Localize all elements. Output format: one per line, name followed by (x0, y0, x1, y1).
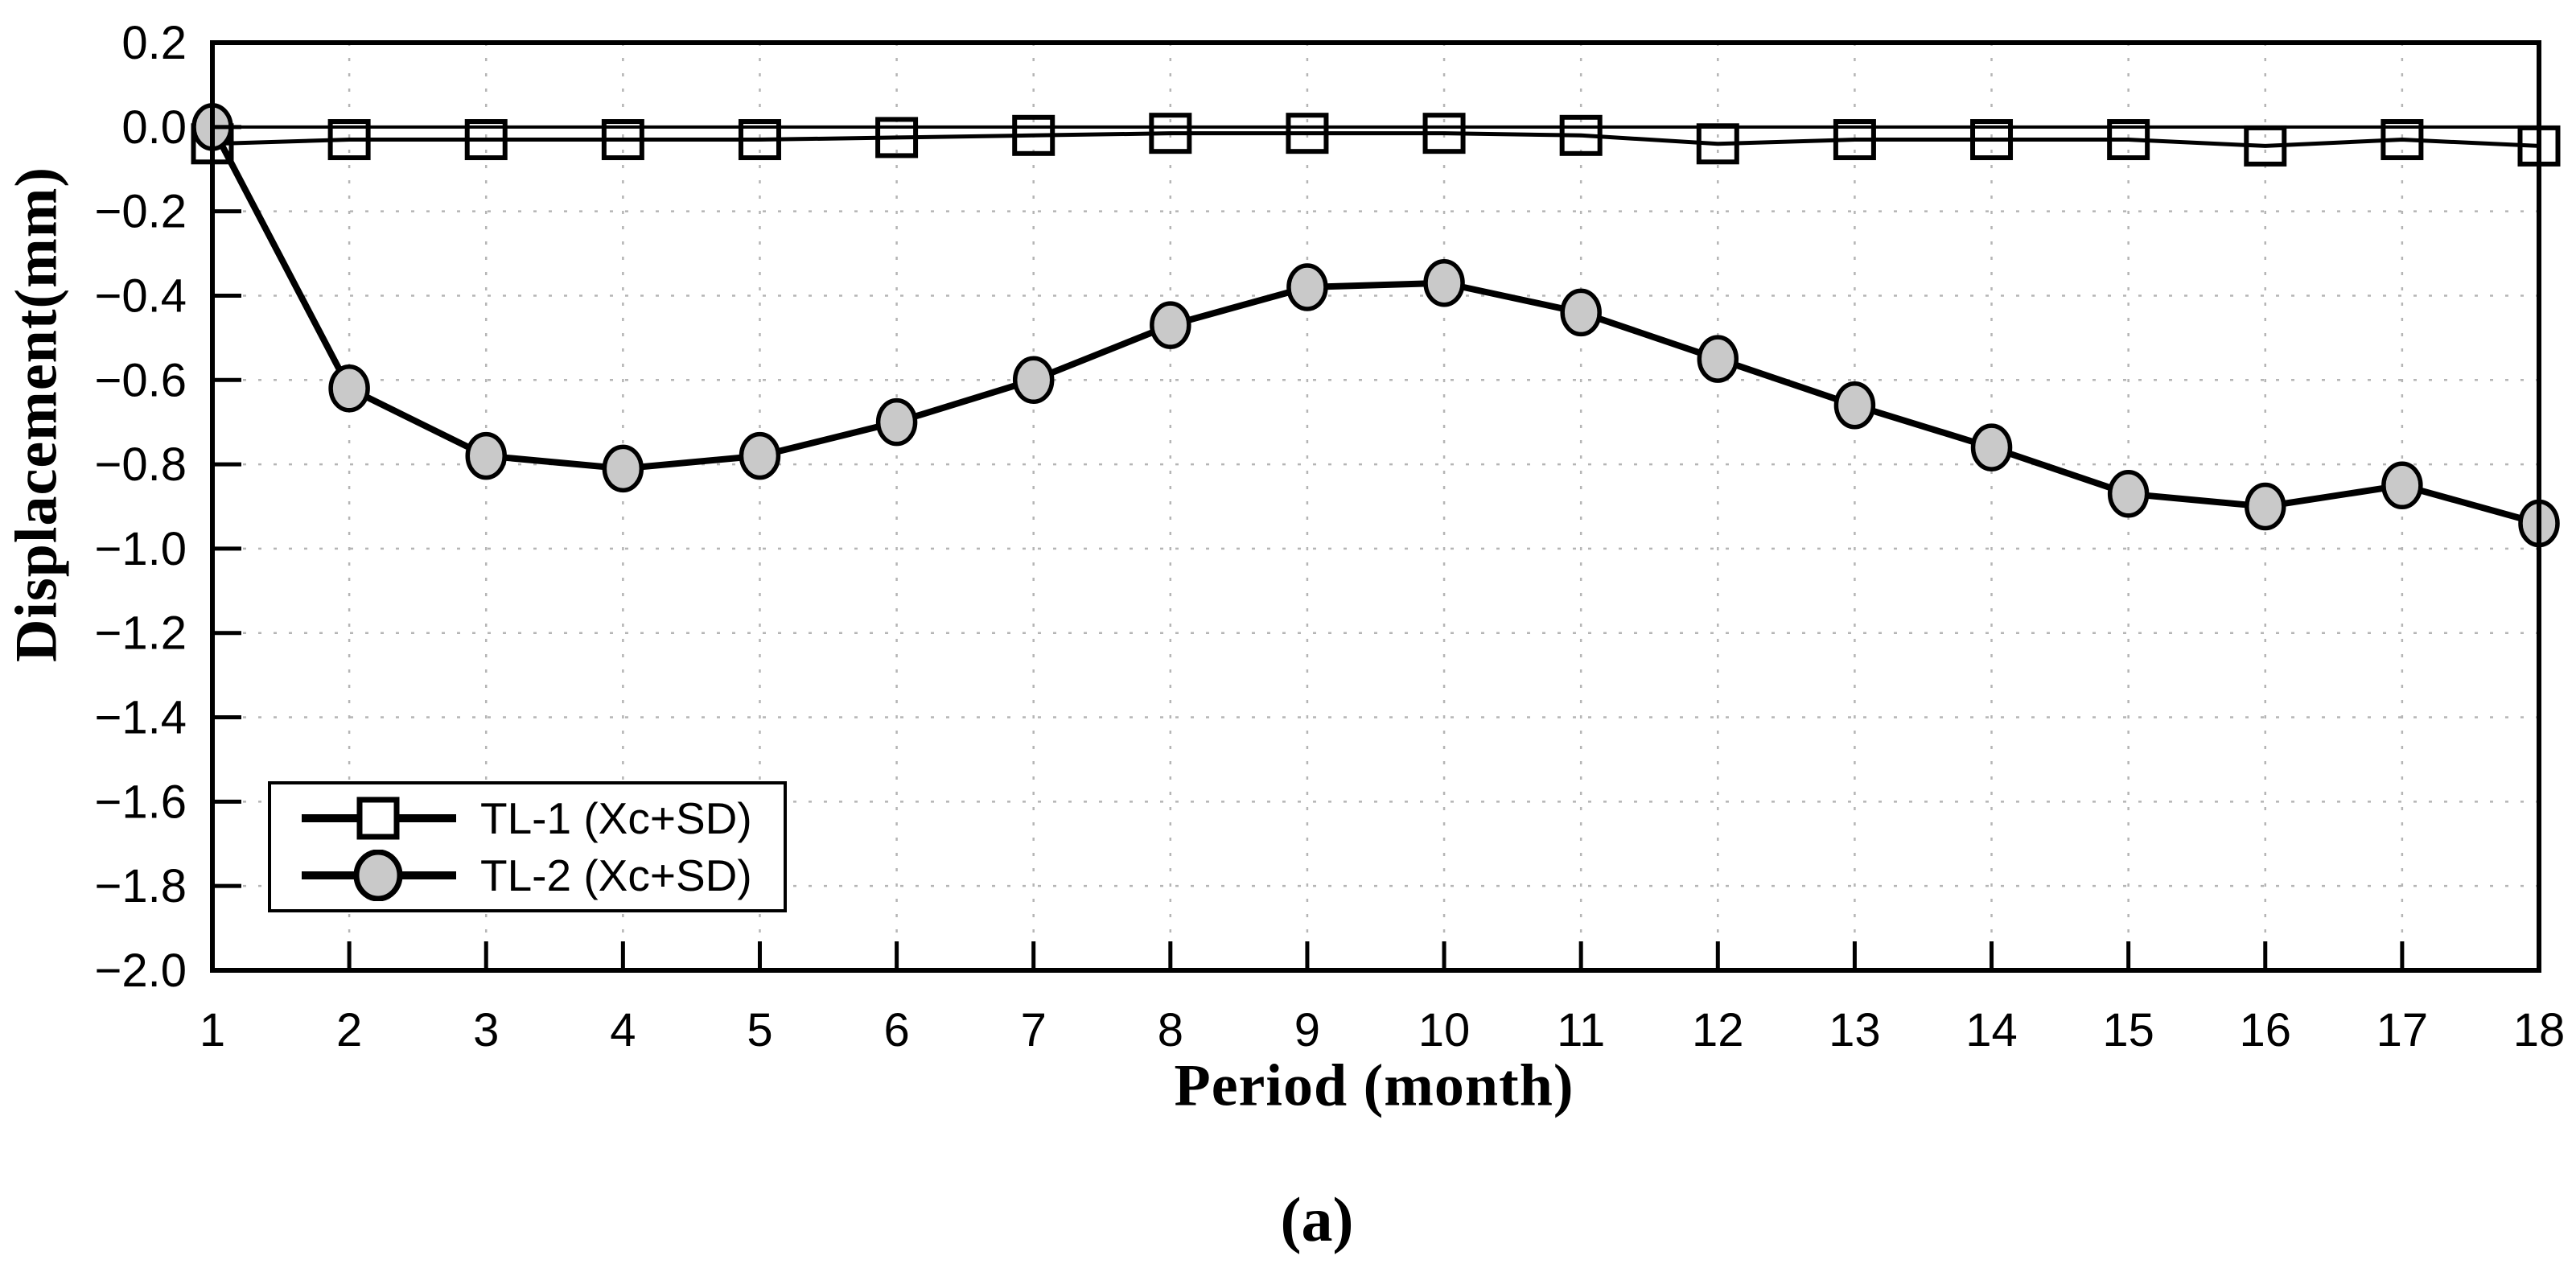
x-tick-label: 1 (200, 1004, 225, 1056)
circle-marker (2107, 470, 2150, 518)
tick-labels: 0.2 0.0 −0.2 −0.4 −0.6 −0.8 −1.0 −1.2 −1.4 −1.6 −1… (95, 17, 2566, 1056)
series-markers-1 (191, 113, 2561, 167)
square-marker (601, 119, 644, 161)
x-tick-label: 11 (1557, 1004, 1605, 1056)
legend-label-tl-2: TL-2 (Xc+SD) (480, 850, 752, 901)
legend-entry-tl-2: TL-2 (Xc+SD) (298, 850, 784, 902)
legend-label-tl-1: TL-1 (Xc+SD) (480, 793, 752, 843)
circle-marker (1970, 423, 2013, 471)
circle-marker-icon (302, 850, 456, 902)
y-tick-label: −1.4 (95, 692, 187, 744)
square-marker (1559, 114, 1603, 156)
circle-marker (2381, 461, 2423, 510)
circle-marker (602, 444, 644, 493)
x-tick-label: 6 (883, 1004, 909, 1056)
x-tick-label: 2 (336, 1004, 362, 1056)
circle-marker (1012, 356, 1055, 405)
circle-marker (465, 431, 507, 480)
circle-marker (875, 397, 918, 447)
y-tick-label: 0.0 (121, 101, 187, 154)
square-marker (464, 119, 508, 161)
square-marker (1012, 114, 1056, 156)
y-tick-label: −0.4 (95, 270, 187, 322)
square-marker (1422, 113, 1466, 154)
square-marker (327, 119, 371, 161)
x-tick-label: 5 (747, 1004, 772, 1056)
x-tick-label: 9 (1294, 1004, 1320, 1056)
square-marker (738, 119, 781, 161)
series-markers-2 (191, 103, 2560, 548)
square-marker-icon (302, 797, 456, 840)
plot-frame (210, 40, 2541, 973)
x-tick-label: 18 (2513, 1004, 2566, 1056)
circle-marker (1150, 301, 1191, 349)
square-marker (2107, 119, 2150, 161)
x-tick-label: 4 (610, 1004, 636, 1056)
x-tick-label: 14 (1965, 1004, 2018, 1056)
x-tick-label: 3 (473, 1004, 499, 1056)
x-tick-label: 17 (2376, 1004, 2429, 1056)
x-tick-label: 7 (1021, 1004, 1047, 1056)
x-axis-title: Period (month) (1174, 1052, 1574, 1119)
square-marker (1970, 119, 2014, 161)
x-tick-label: 8 (1158, 1004, 1183, 1056)
square-marker (1696, 123, 1739, 165)
y-tick-label: −2.0 (95, 945, 187, 997)
circle-marker (1423, 258, 1465, 307)
circle-marker (1833, 381, 1876, 430)
square-marker (875, 117, 919, 159)
square-marker (2244, 125, 2287, 167)
y-tick-label: −1.2 (95, 607, 187, 660)
legend-entry-tl-1: TL-1 (Xc+SD) (298, 793, 784, 844)
circle-marker (1286, 263, 1328, 311)
square-marker (1833, 119, 1876, 161)
square-marker (2381, 119, 2424, 161)
x-tick-label: 10 (1418, 1004, 1471, 1056)
subfigure-caption: (a) (1280, 1184, 1354, 1254)
y-tick-label: −0.6 (95, 354, 187, 406)
y-tick-label: −1.8 (95, 860, 187, 912)
square-marker (1149, 113, 1192, 154)
y-tick-label: −1.6 (95, 776, 187, 828)
y-tick-label: −0.2 (95, 186, 187, 238)
y-tick-label: 0.2 (121, 17, 187, 69)
series-line-2 (209, 125, 2541, 527)
x-tick-label: 15 (2102, 1004, 2154, 1056)
circle-marker (328, 364, 370, 413)
x-tick-label: 12 (1692, 1004, 1744, 1056)
y-tick-label: −1.0 (95, 523, 187, 575)
x-tick-label: 16 (2240, 1004, 2292, 1056)
square-marker (1286, 113, 1329, 154)
circle-marker (739, 431, 781, 480)
circle-marker (2245, 482, 2286, 531)
x-tick-label: 13 (1829, 1004, 1881, 1056)
legend: TL-1 (Xc+SD) TL-2 (Xc+SD) (268, 781, 787, 912)
circle-marker (1697, 335, 1739, 383)
y-axis-title: Displacement(mm) (3, 166, 70, 663)
series-line-1 (212, 131, 2540, 148)
circle-marker (1560, 288, 1602, 337)
y-tick-label: −0.8 (95, 438, 187, 491)
